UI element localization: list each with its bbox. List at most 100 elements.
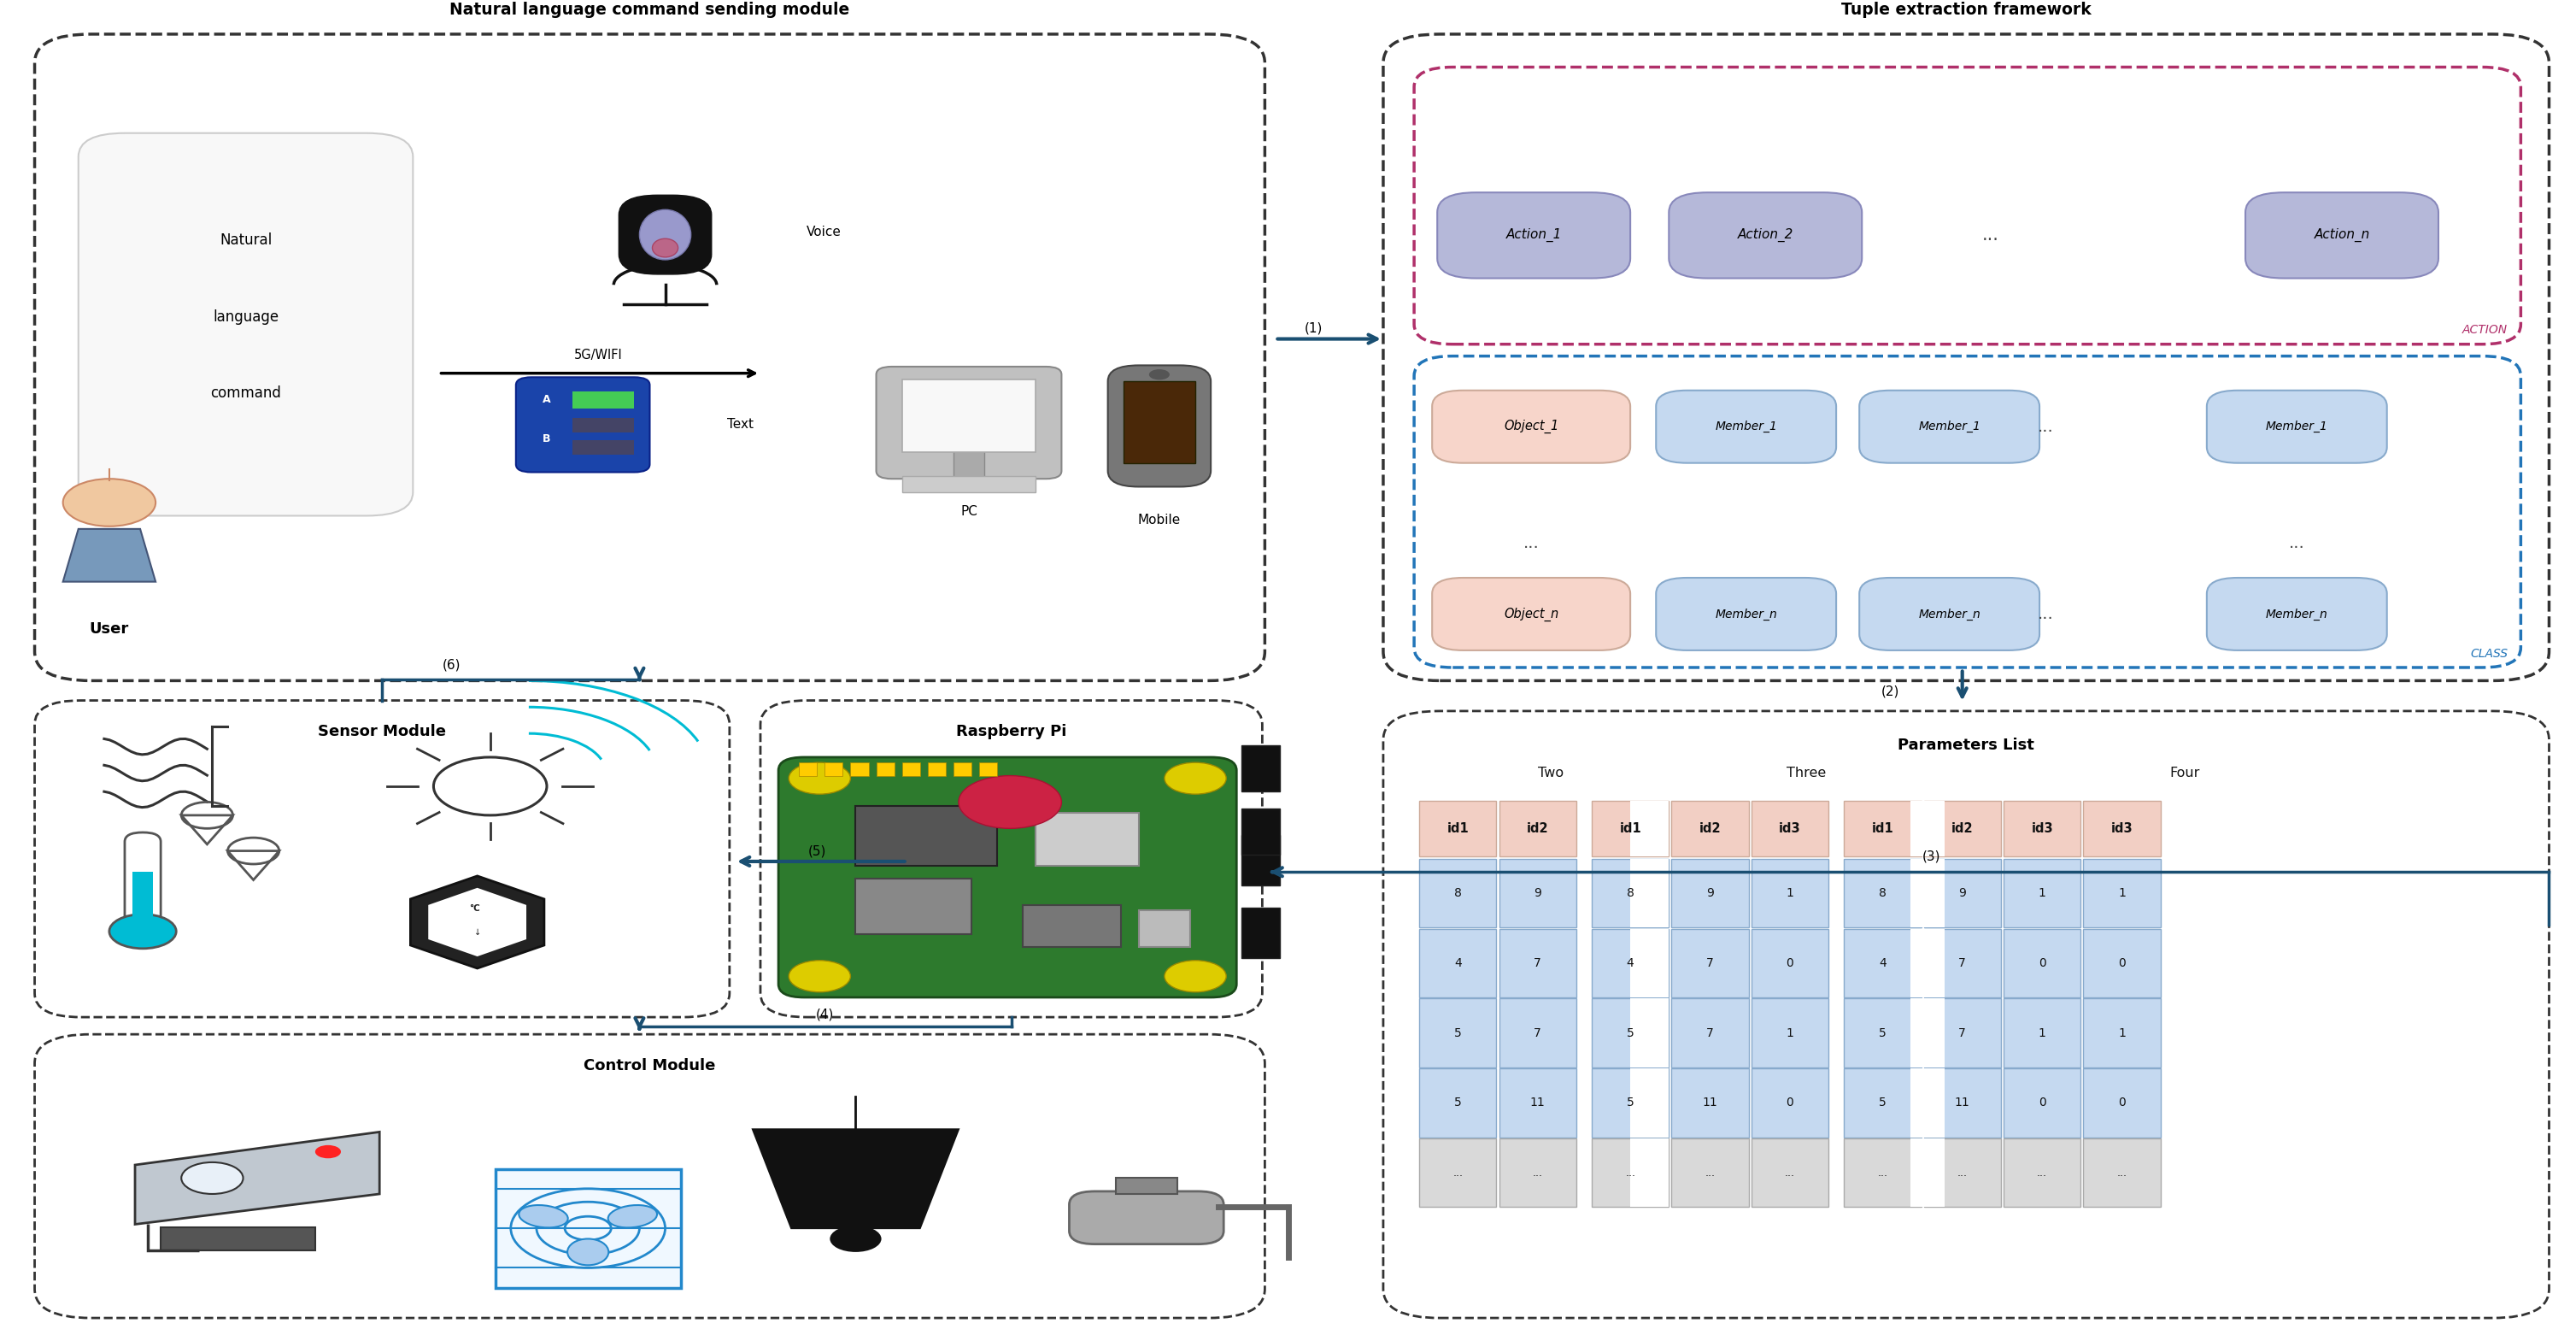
Text: 7: 7 bbox=[1533, 1027, 1540, 1039]
Bar bbox=[1924, 1068, 2002, 1137]
FancyBboxPatch shape bbox=[77, 134, 412, 515]
Text: (3): (3) bbox=[1922, 850, 1940, 862]
Text: id1: id1 bbox=[1620, 822, 1641, 834]
Bar bbox=[1911, 801, 1945, 856]
Circle shape bbox=[788, 762, 850, 794]
Text: 5: 5 bbox=[1453, 1097, 1461, 1109]
Bar bbox=[1672, 858, 1749, 928]
Bar bbox=[1672, 999, 1749, 1067]
Text: ...: ... bbox=[1785, 1167, 1795, 1179]
Circle shape bbox=[1149, 370, 1170, 380]
Bar bbox=[876, 762, 894, 776]
Text: id3: id3 bbox=[2110, 822, 2133, 834]
Bar bbox=[1499, 929, 1577, 997]
Bar bbox=[1924, 1139, 2002, 1207]
Bar bbox=[1499, 1068, 1577, 1137]
Text: Action_1: Action_1 bbox=[1507, 228, 1561, 242]
Text: Action_2: Action_2 bbox=[1736, 228, 1793, 242]
Text: PC: PC bbox=[961, 506, 976, 518]
Text: ...: ... bbox=[1522, 535, 1540, 551]
Text: 8: 8 bbox=[1878, 888, 1886, 898]
Bar bbox=[1419, 801, 1497, 856]
Text: 5: 5 bbox=[1453, 1027, 1461, 1039]
Bar bbox=[1844, 929, 1922, 997]
FancyBboxPatch shape bbox=[1432, 390, 1631, 463]
Polygon shape bbox=[410, 876, 544, 968]
Bar bbox=[855, 806, 997, 865]
Text: Member_1: Member_1 bbox=[1919, 421, 1981, 433]
FancyBboxPatch shape bbox=[2246, 192, 2439, 278]
Text: 4: 4 bbox=[1625, 957, 1633, 969]
Bar bbox=[1752, 801, 1829, 856]
Text: Object_n: Object_n bbox=[1504, 607, 1558, 621]
Bar bbox=[2084, 1139, 2161, 1207]
Text: A: A bbox=[544, 394, 551, 406]
Text: 11: 11 bbox=[1703, 1097, 1718, 1109]
Ellipse shape bbox=[608, 1206, 657, 1228]
FancyBboxPatch shape bbox=[1656, 390, 1837, 463]
Text: 0: 0 bbox=[2038, 957, 2045, 969]
Text: 5: 5 bbox=[1878, 1027, 1886, 1039]
Bar bbox=[1844, 999, 1922, 1067]
Text: Voice: Voice bbox=[806, 226, 842, 239]
Text: Member_n: Member_n bbox=[1919, 607, 1981, 619]
Circle shape bbox=[1164, 960, 1226, 992]
Bar bbox=[2004, 999, 2081, 1067]
Bar bbox=[1911, 858, 1945, 928]
Bar bbox=[2084, 999, 2161, 1067]
Text: 7: 7 bbox=[1705, 957, 1713, 969]
Text: Parameters List: Parameters List bbox=[1899, 737, 2035, 753]
Bar bbox=[1592, 1068, 1669, 1137]
Bar bbox=[1631, 858, 1669, 928]
Bar bbox=[1911, 929, 1945, 997]
Text: Three: Three bbox=[1788, 766, 1826, 780]
Bar bbox=[1242, 908, 1280, 957]
FancyBboxPatch shape bbox=[2208, 578, 2388, 650]
Bar bbox=[131, 872, 152, 925]
Polygon shape bbox=[62, 529, 155, 582]
Bar bbox=[799, 762, 817, 776]
Text: ...: ... bbox=[1958, 1167, 1968, 1179]
Text: command: command bbox=[211, 386, 281, 400]
Bar bbox=[1499, 1139, 1577, 1207]
Text: CLASS: CLASS bbox=[2470, 647, 2509, 659]
Bar bbox=[2004, 929, 2081, 997]
Text: (6): (6) bbox=[443, 658, 461, 672]
Text: Four: Four bbox=[2169, 766, 2200, 780]
Text: 9: 9 bbox=[1958, 888, 1965, 898]
Text: 7: 7 bbox=[1533, 957, 1540, 969]
Text: id1: id1 bbox=[1448, 822, 1468, 834]
Bar bbox=[1752, 929, 1829, 997]
Bar bbox=[2004, 1068, 2081, 1137]
Bar bbox=[1419, 1068, 1497, 1137]
Text: 5: 5 bbox=[1878, 1097, 1886, 1109]
Bar bbox=[1752, 858, 1829, 928]
Bar bbox=[979, 762, 997, 776]
Text: 7: 7 bbox=[1958, 1027, 1965, 1039]
Text: id2: id2 bbox=[1528, 822, 1548, 834]
Text: (1): (1) bbox=[1303, 322, 1324, 335]
Text: 8: 8 bbox=[1625, 888, 1633, 898]
Text: id3: id3 bbox=[1780, 822, 1801, 834]
Text: Tuple extraction framework: Tuple extraction framework bbox=[1842, 3, 2092, 19]
Bar bbox=[1242, 836, 1280, 885]
Bar bbox=[1672, 1139, 1749, 1207]
Text: ↓: ↓ bbox=[474, 928, 482, 937]
Text: 0: 0 bbox=[2117, 1097, 2125, 1109]
Polygon shape bbox=[134, 1132, 379, 1224]
Bar bbox=[824, 762, 842, 776]
Ellipse shape bbox=[639, 210, 690, 260]
Bar bbox=[1592, 801, 1669, 856]
Text: ...: ... bbox=[2038, 419, 2053, 435]
Text: 5: 5 bbox=[1625, 1097, 1633, 1109]
FancyBboxPatch shape bbox=[1656, 578, 1837, 650]
Bar bbox=[1924, 929, 2002, 997]
Bar bbox=[1752, 999, 1829, 1067]
Text: ...: ... bbox=[2290, 535, 2306, 551]
Text: Control Module: Control Module bbox=[585, 1059, 716, 1073]
Text: 0: 0 bbox=[2117, 957, 2125, 969]
Bar bbox=[1499, 801, 1577, 856]
Text: 11: 11 bbox=[1530, 1097, 1546, 1109]
Bar bbox=[495, 1169, 680, 1288]
Circle shape bbox=[108, 914, 175, 949]
